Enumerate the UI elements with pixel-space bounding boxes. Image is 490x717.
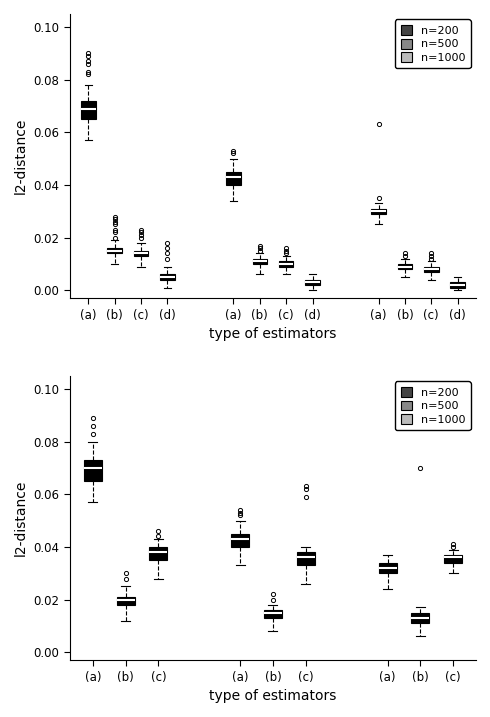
PathPatch shape (84, 460, 102, 481)
PathPatch shape (264, 610, 282, 618)
PathPatch shape (371, 209, 386, 214)
PathPatch shape (279, 261, 294, 267)
PathPatch shape (107, 248, 122, 253)
Y-axis label: l2-distance: l2-distance (14, 118, 28, 194)
PathPatch shape (134, 251, 148, 256)
PathPatch shape (226, 172, 241, 185)
PathPatch shape (305, 280, 320, 285)
PathPatch shape (444, 555, 462, 563)
PathPatch shape (450, 282, 465, 288)
PathPatch shape (117, 597, 135, 605)
PathPatch shape (412, 613, 429, 623)
PathPatch shape (297, 552, 315, 566)
PathPatch shape (252, 259, 267, 264)
Legend: n=200, n=500, n=1000: n=200, n=500, n=1000 (395, 381, 470, 430)
PathPatch shape (231, 533, 249, 547)
Legend: n=200, n=500, n=1000: n=200, n=500, n=1000 (395, 19, 470, 68)
PathPatch shape (424, 267, 439, 272)
PathPatch shape (379, 563, 397, 574)
X-axis label: type of estimators: type of estimators (209, 689, 337, 703)
X-axis label: type of estimators: type of estimators (209, 327, 337, 341)
PathPatch shape (160, 275, 175, 280)
PathPatch shape (81, 101, 96, 119)
PathPatch shape (149, 547, 167, 560)
PathPatch shape (397, 264, 412, 269)
Y-axis label: l2-distance: l2-distance (14, 480, 28, 556)
